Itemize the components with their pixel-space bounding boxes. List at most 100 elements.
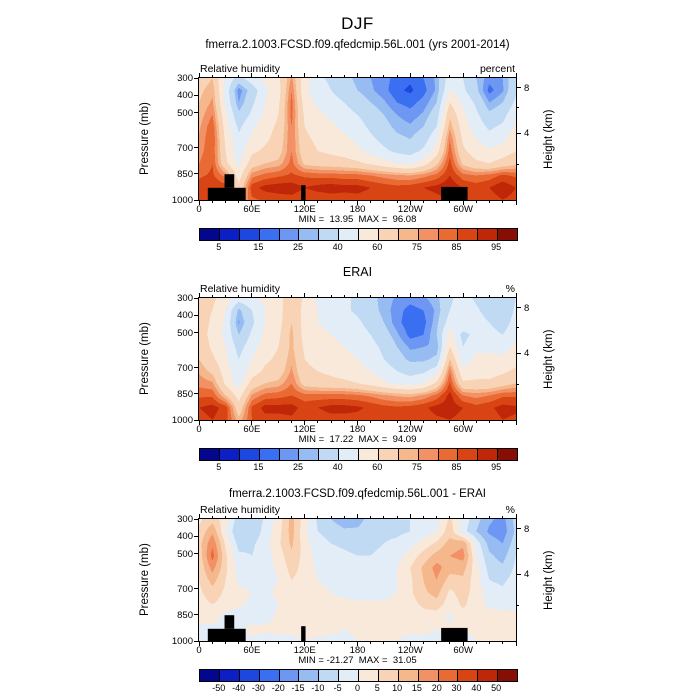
colorbar-segment <box>358 229 378 240</box>
colorbar-segment <box>417 670 438 681</box>
colorbar-segment <box>497 449 517 460</box>
colorbar-label: 40 <box>471 683 482 693</box>
colorbar-segment <box>397 229 418 240</box>
colorbar-segment <box>338 449 358 460</box>
height-minor-tick <box>516 107 519 109</box>
colorbar-label: 85 <box>451 462 462 472</box>
colorbar <box>199 448 518 461</box>
x-axis-tick <box>489 516 491 519</box>
x-axis-tick <box>238 295 240 298</box>
x-axis-tick <box>423 200 425 203</box>
pressure-tick <box>194 199 199 201</box>
x-axis-tick <box>423 75 425 78</box>
colorbar-label: 95 <box>491 242 502 252</box>
x-tick-label: 0 <box>196 645 202 656</box>
colorbar-label: 60 <box>372 242 383 252</box>
colorbar-segment <box>218 670 239 681</box>
minmax-readout: MIN = -21.27 MAX = 31.05 <box>298 655 417 666</box>
x-axis-tick <box>370 641 372 644</box>
panel-model-title: fmerra.2.1003.FCSD.f09.qfedcmip.56L.001 … <box>205 39 510 51</box>
x-axis-tick <box>211 420 213 423</box>
colorbar-segment <box>477 449 498 460</box>
x-axis-tick <box>515 641 517 646</box>
pressure-tick-label: 850 <box>177 168 193 180</box>
height-axis-title: Height (km) <box>543 550 555 610</box>
colorbar-segment <box>437 449 458 460</box>
contour-field-model <box>199 78 516 200</box>
x-axis-tick <box>436 75 438 78</box>
height-tick <box>516 528 521 530</box>
colorbar-label: 85 <box>451 242 462 252</box>
x-axis-tick <box>330 516 332 519</box>
x-axis-tick <box>290 295 292 298</box>
height-minor-tick <box>516 548 519 550</box>
x-axis-tick <box>251 293 253 298</box>
x-axis-tick <box>277 75 279 78</box>
height-tick-label: 8 <box>524 302 530 314</box>
x-tick-label: 60E <box>243 645 261 656</box>
x-axis-tick <box>264 75 266 78</box>
height-tick-label: 8 <box>524 523 530 535</box>
x-axis-tick <box>317 420 319 423</box>
x-axis-tick <box>264 295 266 298</box>
x-axis-tick <box>211 295 213 298</box>
x-axis-tick <box>238 516 240 519</box>
colorbar-segment <box>318 229 339 240</box>
x-axis-tick <box>436 200 438 203</box>
colorbar-label: 15 <box>253 242 264 252</box>
height-axis-title: Height (km) <box>543 329 555 389</box>
x-axis-tick <box>264 420 266 423</box>
x-tick-label: 120E <box>293 424 316 435</box>
pressure-tick <box>194 535 199 537</box>
colorbar-segment <box>278 449 299 460</box>
pressure-tick <box>194 314 199 316</box>
colorbar-label: 75 <box>411 242 422 252</box>
x-axis-tick <box>317 75 319 78</box>
x-axis-tick <box>357 514 358 519</box>
height-minor-tick <box>516 604 519 606</box>
x-axis-tick <box>502 75 504 78</box>
contour-field-difference <box>199 519 516 641</box>
x-axis-tick <box>251 420 253 425</box>
height-tick-label: 4 <box>524 569 530 581</box>
x-axis-tick <box>502 516 504 519</box>
x-axis-tick <box>357 293 358 298</box>
colorbar-label: -10 <box>311 683 325 693</box>
x-axis-tick <box>462 420 464 425</box>
x-axis-tick <box>264 516 266 519</box>
x-axis-tick <box>436 420 438 423</box>
x-axis-tick <box>475 516 477 519</box>
x-axis-tick <box>224 516 226 519</box>
colorbar-segment <box>338 670 358 681</box>
pressure-tick-label: 300 <box>177 73 193 84</box>
x-axis-tick <box>357 73 358 78</box>
x-axis-tick <box>277 200 279 203</box>
x-tick-label: 0 <box>196 204 202 215</box>
pressure-tick-label: 500 <box>177 107 193 119</box>
panel-difference: fmerra.2.1003.FCSD.f09.qfedcmip.56L.001 … <box>139 488 555 693</box>
x-axis-tick <box>396 641 398 644</box>
x-axis-tick <box>370 420 372 423</box>
height-tick <box>516 573 521 575</box>
x-axis-tick <box>462 641 464 646</box>
x-axis-tick <box>238 420 240 423</box>
x-axis-tick <box>277 420 279 423</box>
colorbar <box>199 669 518 682</box>
height-tick <box>516 307 521 309</box>
x-tick-label: 60W <box>453 645 473 656</box>
colorbar-label: 5 <box>374 683 380 693</box>
colorbar-segment <box>457 449 478 460</box>
x-tick-label: 60W <box>453 424 473 435</box>
x-axis-tick <box>383 75 385 78</box>
x-axis-tick <box>317 200 319 203</box>
colorbar-segment <box>477 229 498 240</box>
pressure-tick <box>194 112 199 114</box>
colorbar-label: -30 <box>251 683 265 693</box>
x-axis-tick <box>290 420 292 423</box>
colorbar-label: 0 <box>354 683 361 693</box>
colorbar-segment <box>218 229 239 240</box>
units-caption: % <box>505 504 515 516</box>
x-axis-tick <box>423 641 425 644</box>
x-axis-tick <box>409 200 411 205</box>
pressure-tick-label: 500 <box>177 327 193 339</box>
